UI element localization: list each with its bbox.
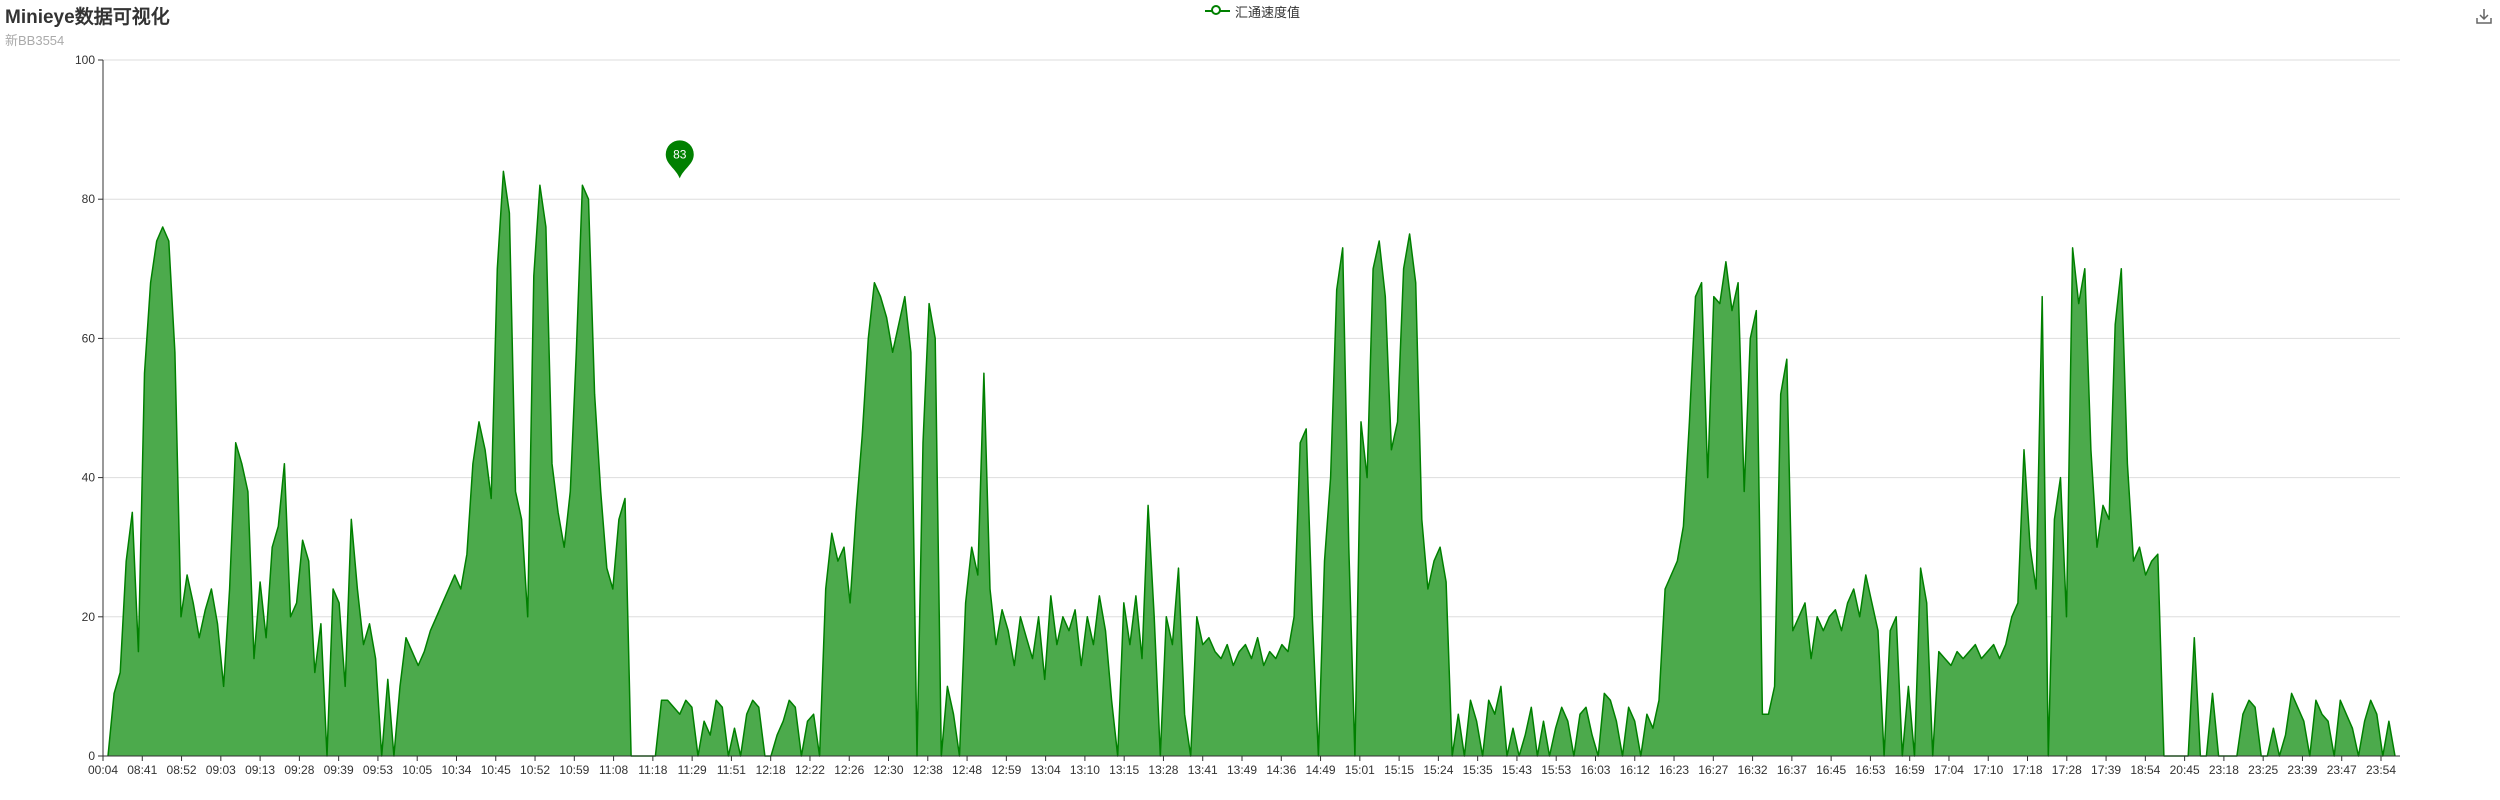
x-tick-label: 16:59: [1895, 763, 1925, 777]
x-tick-label: 09:03: [206, 763, 236, 777]
y-tick-label: 80: [82, 192, 96, 206]
series-area: [107, 170, 2396, 757]
x-tick-label: 13:04: [1031, 763, 1061, 777]
max-mark-pin: [665, 140, 694, 179]
series-area-fill: [108, 171, 2395, 756]
x-tick-label: 11:18: [638, 763, 667, 777]
x-tick-label: 17:39: [2091, 763, 2121, 777]
x-tick-label: 11:08: [599, 763, 628, 777]
x-tick-label: 08:41: [127, 763, 157, 777]
chart-subtitle: 新BB3554: [5, 33, 65, 48]
legend-line-icon: [1205, 4, 1230, 18]
x-tick-label: 16:03: [1580, 763, 1610, 777]
x-tick-label: 16:53: [1855, 763, 1885, 777]
x-tick-label: 15:01: [1345, 763, 1375, 777]
x-tick-label: 16:32: [1738, 763, 1768, 777]
y-tick-label: 40: [82, 471, 96, 485]
x-tick-label: 15:15: [1384, 763, 1414, 777]
x-tick-label: 16:27: [1698, 763, 1728, 777]
x-tick-label: 23:18: [2209, 763, 2239, 777]
x-tick-label: 16:37: [1777, 763, 1807, 777]
x-tick-label: 13:28: [1148, 763, 1178, 777]
x-tick-label: 17:18: [2013, 763, 2043, 777]
x-tick-label: 14:49: [1306, 763, 1336, 777]
axes: 0 20 40 60 80 100 00:04 08:41 08:52 09:03 09:13 09:…: [75, 53, 2400, 777]
x-tick-label: 23:25: [2248, 763, 2278, 777]
x-tick-label: 13:10: [1070, 763, 1100, 777]
x-tick-label: 15:24: [1423, 763, 1453, 777]
x-tick-label: 08:52: [167, 763, 197, 777]
x-tick-label: 17:28: [2052, 763, 2082, 777]
x-tick-label: 12:22: [795, 763, 825, 777]
x-tick-label: 16:12: [1620, 763, 1650, 777]
x-tick-label: 10:05: [402, 763, 432, 777]
x-tick-label: 23:47: [2327, 763, 2357, 777]
series-line: [107, 170, 2396, 757]
x-tick-label: 16:45: [1816, 763, 1846, 777]
chart-title: Minieye数据可视化: [5, 7, 170, 28]
x-tick-label: 14:36: [1266, 763, 1296, 777]
x-tick-label: 23:54: [2366, 763, 2396, 777]
x-tick-label: 12:30: [874, 763, 904, 777]
x-tick-label: 17:04: [1934, 763, 1964, 777]
x-tick-label: 11:29: [678, 763, 707, 777]
x-tick-label: 13:49: [1227, 763, 1257, 777]
x-tick-label: 10:34: [441, 763, 471, 777]
x-tick-label: 13:15: [1109, 763, 1139, 777]
x-tick-label: 12:38: [913, 763, 943, 777]
y-tick-label: 100: [75, 53, 95, 67]
x-tick-label: 13:41: [1188, 763, 1218, 777]
y-tick-label: 20: [82, 610, 96, 624]
x-tick-label: 17:10: [1973, 763, 2003, 777]
x-tick-label: 10:52: [520, 763, 550, 777]
save-as-image-button[interactable]: [2474, 6, 2494, 26]
legend-item[interactable]: 汇通速度值: [1205, 1, 1300, 21]
x-tick-label: 10:59: [559, 763, 589, 777]
x-tick-label: 15:43: [1502, 763, 1532, 777]
download-icon: [2476, 9, 2492, 24]
x-tick-label: 16:23: [1659, 763, 1689, 777]
x-tick-label: 23:39: [2287, 763, 2317, 777]
legend-label: 汇通速度值: [1235, 4, 1301, 20]
x-tick-label: 12:59: [991, 763, 1021, 777]
y-tick-label: 0: [88, 749, 95, 763]
x-tick-label: 15:35: [1463, 763, 1493, 777]
x-tick-label: 09:39: [324, 763, 354, 777]
mark-points: 83: [665, 140, 694, 179]
x-tick-label: 11:51: [717, 763, 746, 777]
x-tick-label: 00:04: [88, 763, 118, 777]
x-tick-label: 09:28: [284, 763, 314, 777]
x-tick-label: 12:18: [756, 763, 786, 777]
x-tick-label: 12:26: [834, 763, 864, 777]
x-tick-label: 18:54: [2130, 763, 2160, 777]
x-tick-label: 10:45: [481, 763, 511, 777]
x-tick-label: 09:13: [245, 763, 275, 777]
max-mark-label: 83: [673, 147, 687, 161]
x-tick-label: 15:53: [1541, 763, 1571, 777]
x-tick-label: 09:53: [363, 763, 393, 777]
x-tick-label: 12:48: [952, 763, 982, 777]
y-tick-label: 60: [82, 331, 96, 345]
x-tick-label: 20:45: [2170, 763, 2200, 777]
